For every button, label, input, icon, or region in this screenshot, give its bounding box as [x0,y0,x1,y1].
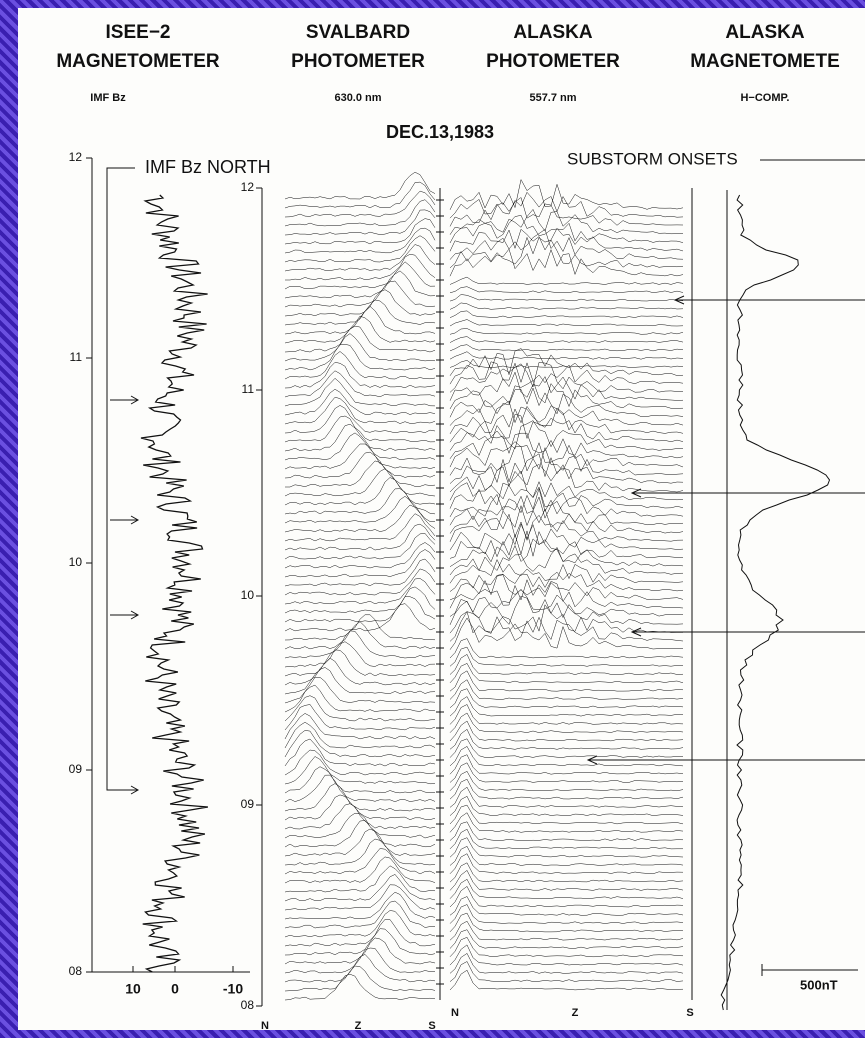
column-title: ALASKA [725,22,804,43]
y-tick-label: 10 [69,555,83,569]
column-subtitle: 630.0 nm [334,92,381,104]
column-title: ALASKA [513,22,592,43]
column-title: ISEE−2 [106,22,171,43]
y-tick-label: 12 [69,150,83,164]
y-tick-label: 09 [69,762,83,776]
y-tick-label: 11 [70,350,83,364]
column-title: SVALBARD [306,22,410,43]
substorm-label: SUBSTORM ONSETS [567,149,738,168]
figure: ISEE−2 MAGNETOMETER IMF Bz SVALBARD PHOTOMET… [0,0,865,1038]
x-label: S [686,1007,693,1019]
y-tick-label: 11 [242,382,255,396]
y-tick-label: 10 [241,588,255,602]
x-label: N [451,1007,459,1019]
y-tick-label: 12 [241,180,255,194]
y-tick-label: 09 [241,797,255,811]
imf-north-label: IMF Bz NORTH [145,157,271,177]
x-tick-label: 0 [171,981,179,997]
column-subtitle: 557.7 nm [529,92,576,104]
x-label: Z [355,1020,362,1032]
column-subtitle: H−COMP. [740,92,789,104]
date: DEC.13,1983 [386,122,494,142]
column-title: PHOTOMETER [291,51,425,72]
y-tick-label: 08 [69,964,83,978]
x-label: S [428,1020,435,1032]
x-label: N [261,1020,269,1032]
x-tick-label: 10 [125,981,141,997]
x-tick-label: -10 [223,981,243,997]
x-label: Z [572,1007,579,1019]
scale-label: 500nT [800,977,838,992]
column-subtitle: IMF Bz [90,92,126,104]
column-title: MAGNETOMETE [690,51,840,72]
column-title: MAGNETOMETER [56,51,220,72]
column-title: PHOTOMETER [486,51,620,72]
y-tick-label: 08 [241,998,255,1012]
